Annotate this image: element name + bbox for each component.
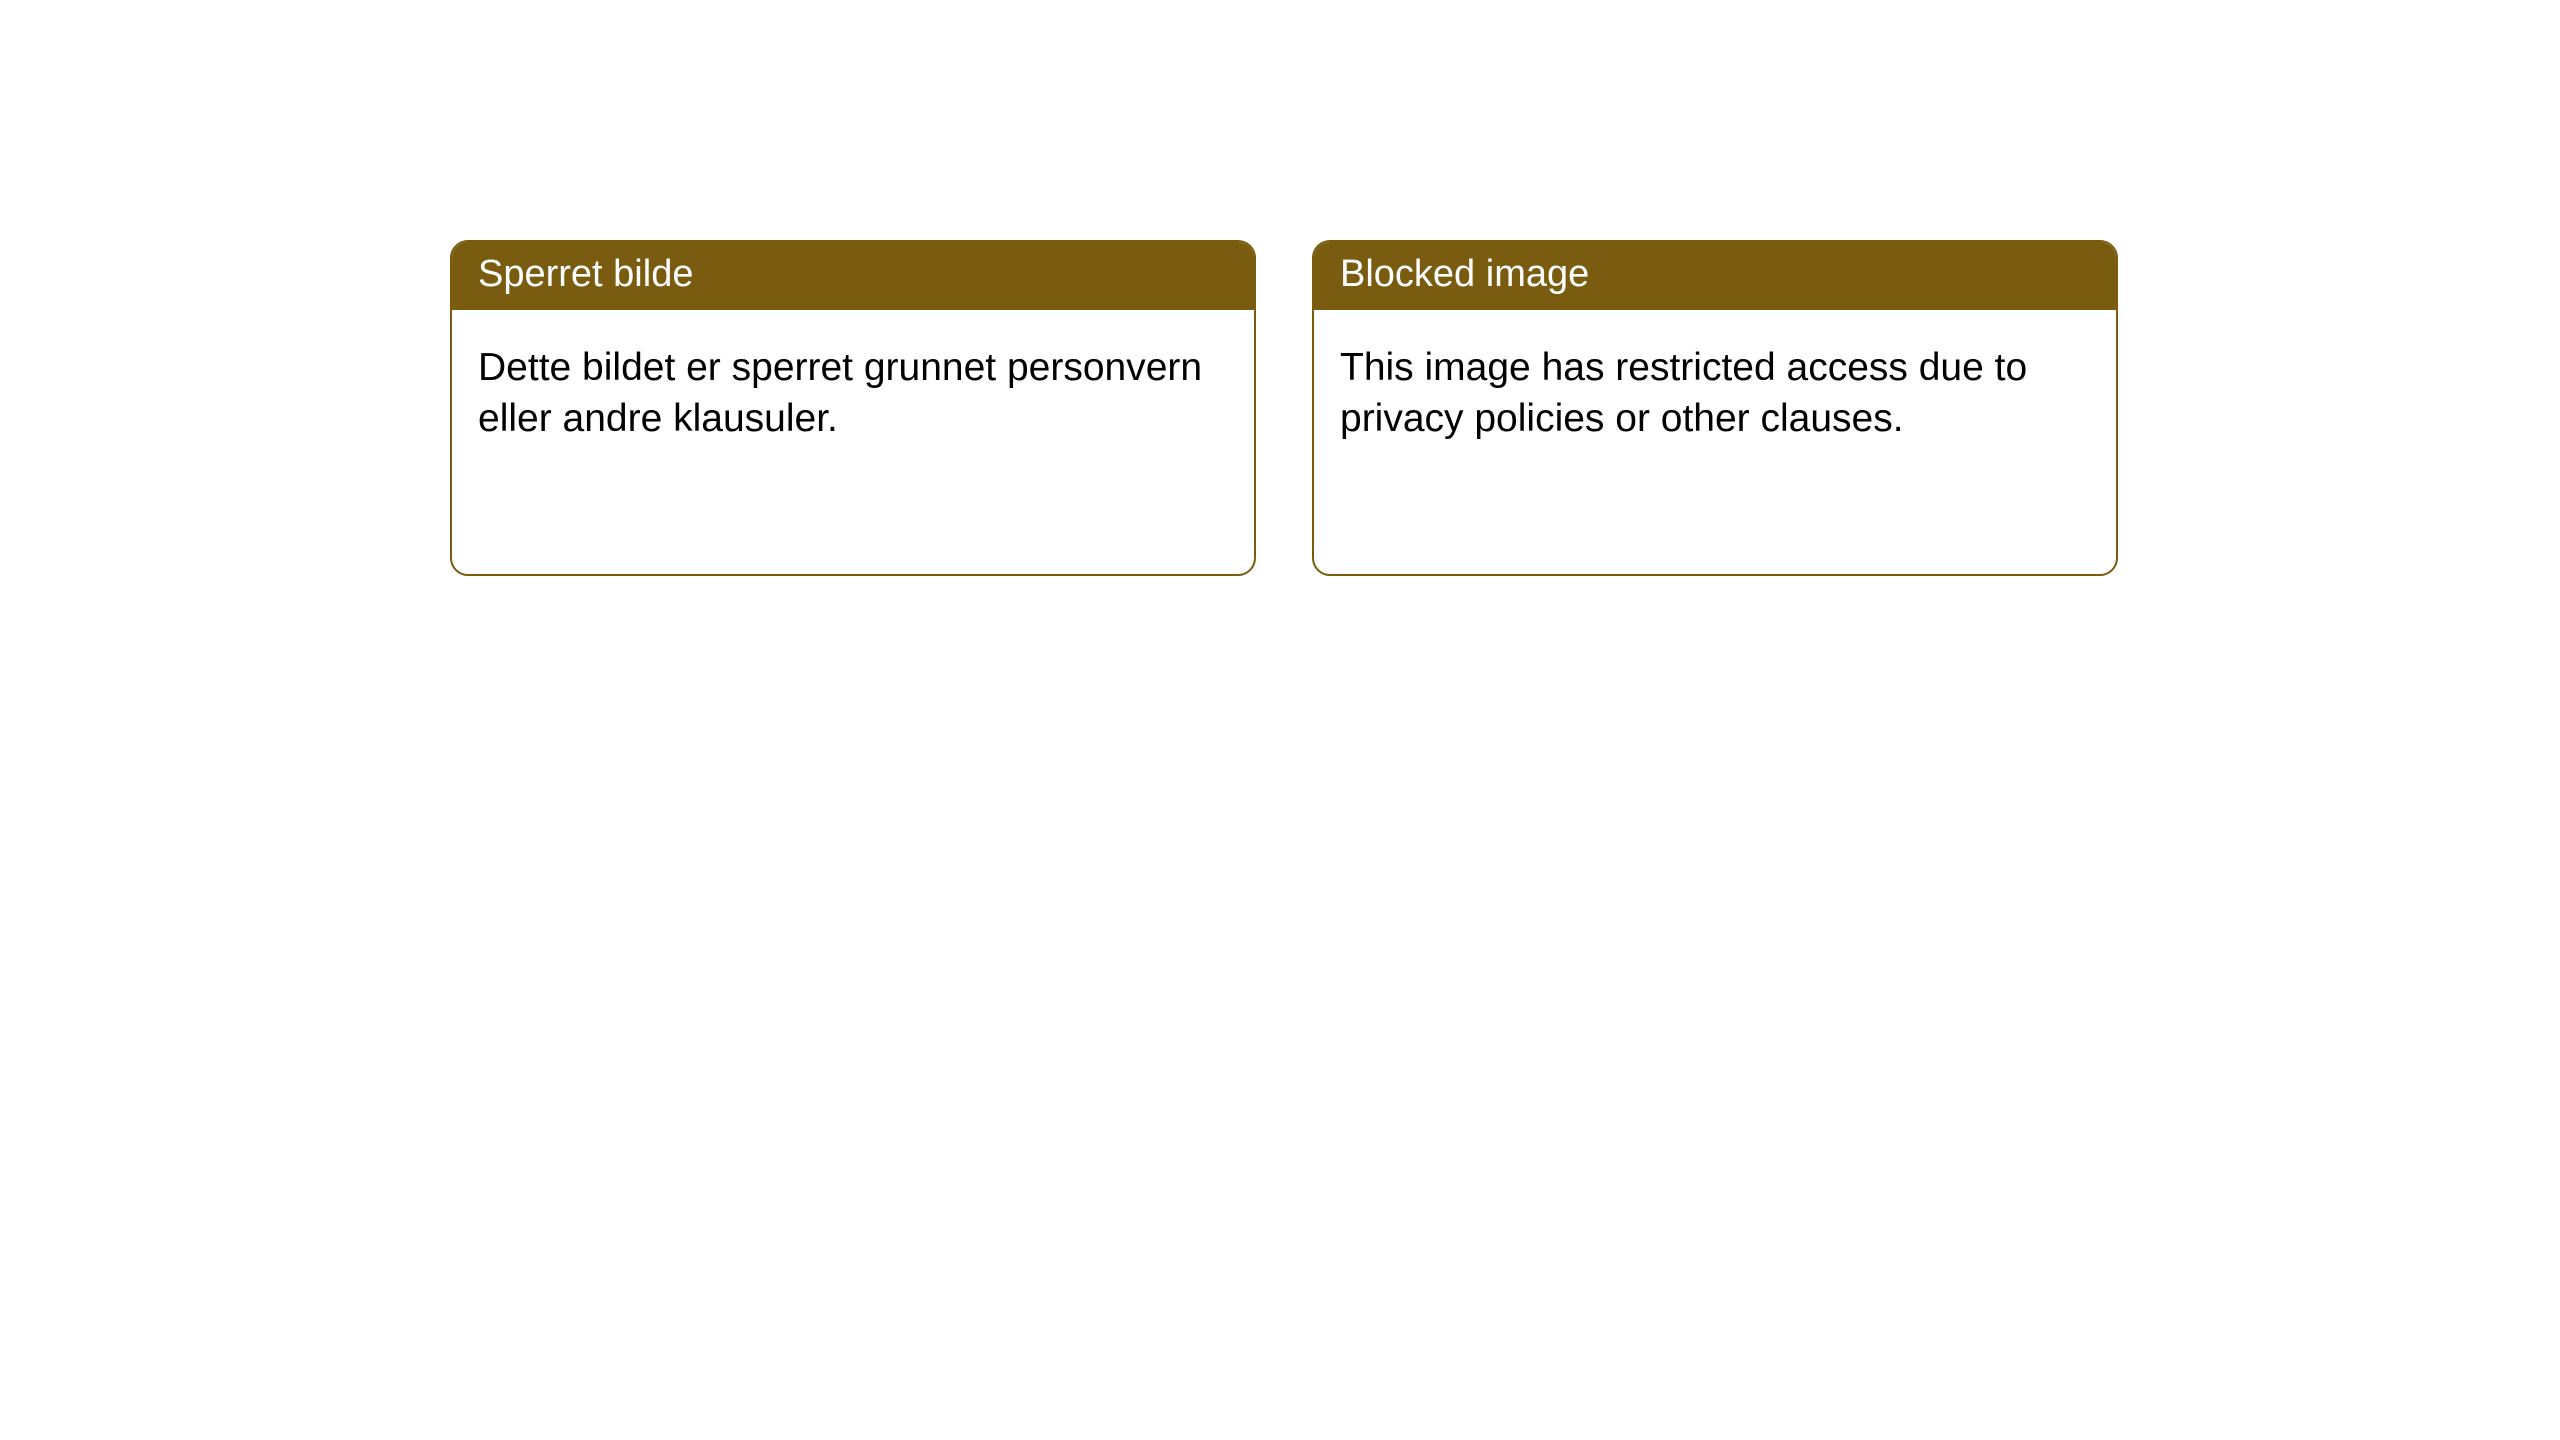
card-body: Dette bildet er sperret grunnet personve… [452,310,1254,477]
card-header: Sperret bilde [452,242,1254,310]
card-body: This image has restricted access due to … [1314,310,2116,477]
blocked-image-card-en: Blocked image This image has restricted … [1312,240,2118,576]
blocked-image-card-no: Sperret bilde Dette bildet er sperret gr… [450,240,1256,576]
card-header: Blocked image [1314,242,2116,310]
cards-container: Sperret bilde Dette bildet er sperret gr… [0,0,2560,576]
